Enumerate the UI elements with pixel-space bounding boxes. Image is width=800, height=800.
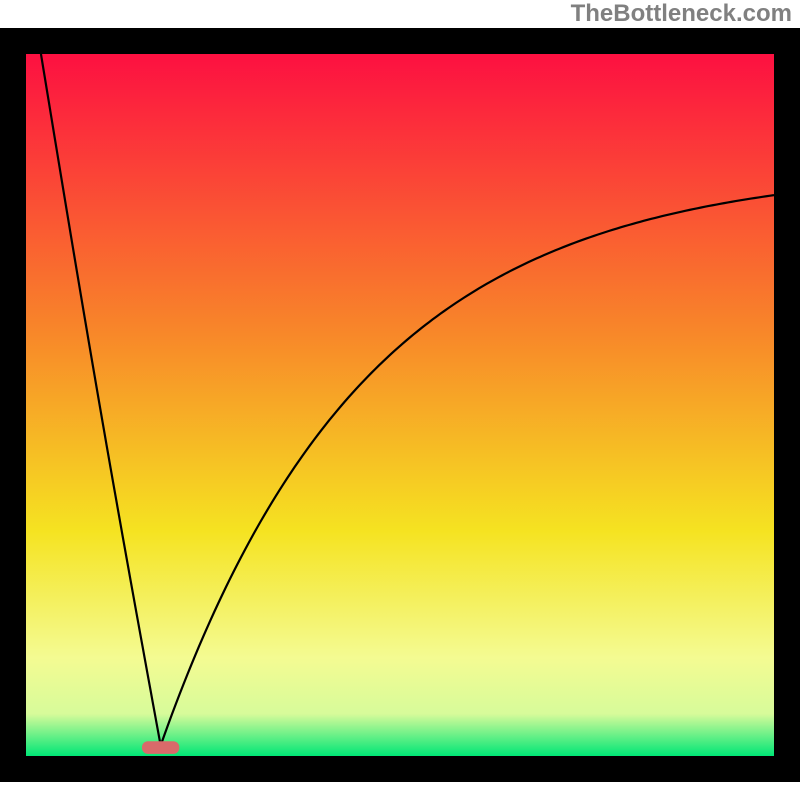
watermark-text: TheBottleneck.com <box>571 0 792 28</box>
stage: TheBottleneck.com <box>0 0 800 800</box>
minimum-marker <box>142 741 179 754</box>
plot-svg <box>26 54 774 756</box>
plot-area <box>26 54 774 756</box>
gradient-background <box>26 54 774 756</box>
